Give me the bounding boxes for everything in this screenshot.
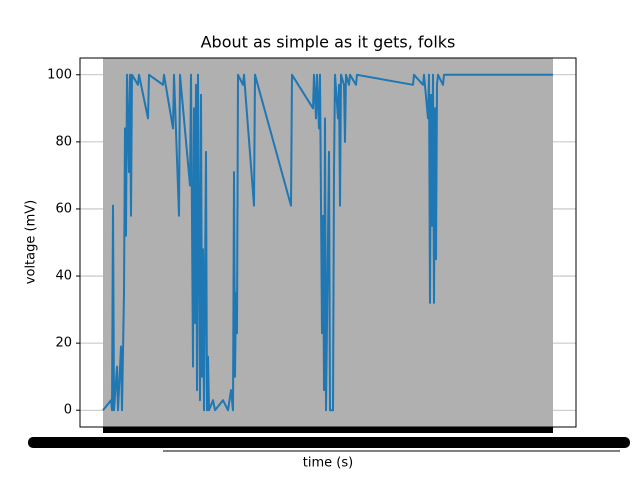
x-tick-marks <box>103 427 553 433</box>
y-tick-label: 0 <box>64 403 72 418</box>
y-tick-label: 20 <box>55 336 72 351</box>
axes-frame <box>79 57 577 428</box>
y-tick-label: 60 <box>55 201 72 216</box>
x-axis-label: time (s) <box>303 456 353 471</box>
x-tick-labels-overlap <box>28 437 630 448</box>
y-tick-label: 80 <box>55 134 72 149</box>
y-axis-label: voltage (mV) <box>24 200 39 284</box>
y-tick-label: 40 <box>55 269 72 284</box>
chart-title: About as simple as it gets, folks <box>201 33 456 52</box>
data-line <box>102 73 553 412</box>
y-tick-label: 100 <box>47 67 72 82</box>
